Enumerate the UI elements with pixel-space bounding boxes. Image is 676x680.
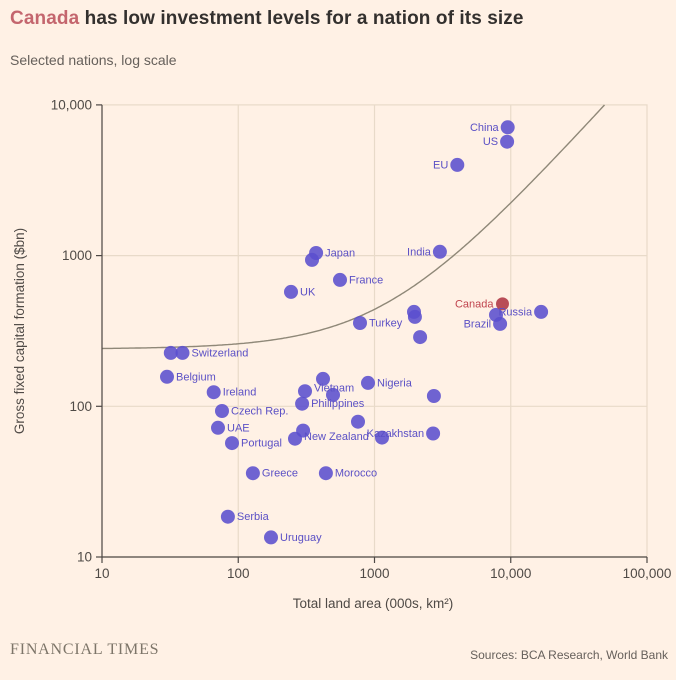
country-label-uk: UK: [300, 286, 316, 298]
chart-subtitle: Selected nations, log scale: [10, 52, 177, 68]
dot-uruguay: [264, 530, 278, 545]
chart-title: Canada has low investment levels for a n…: [10, 8, 666, 30]
country-label-canada: Canada: [455, 298, 494, 310]
y-axis-title: Gross fixed capital formation ($bn): [12, 228, 27, 434]
country-label-vietnam: Vietnam: [314, 383, 354, 395]
country-label-ireland: Ireland: [223, 387, 257, 399]
x-tick-label-100000: 100,000: [623, 566, 672, 581]
dot-switzerland: [175, 345, 190, 360]
country-label-belgium: Belgium: [176, 371, 216, 383]
x-tick-label-100: 100: [227, 566, 250, 581]
y-tick-label-10000: 10,000: [51, 97, 92, 112]
chart-header: Canada has low investment levels for a n…: [10, 8, 666, 68]
trend-line: [101, 104, 606, 350]
chart-title-rest: has low investment levels for a nation o…: [79, 8, 524, 29]
country-label-france: France: [349, 274, 383, 286]
dot-greece: [245, 466, 260, 481]
dot-belgium: [160, 369, 174, 384]
dot-kazakhstan: [426, 426, 441, 441]
country-label-kazakhstan: Kazakhstan: [367, 428, 424, 440]
dot-unlabeled-3: [407, 309, 422, 324]
dot-canada: [496, 297, 509, 311]
country-label-portugal: Portugal: [241, 438, 282, 450]
country-label-russia: Russia: [498, 306, 533, 318]
country-label-eu: EU: [433, 159, 448, 171]
dot-ireland: [206, 385, 221, 400]
y-tick-label-100: 100: [69, 399, 92, 414]
country-label-us: US: [483, 136, 498, 148]
dot-unlabeled-1: [305, 252, 319, 267]
chart-title-highlight: Canada: [10, 8, 80, 29]
dot-portugal: [225, 436, 239, 451]
dot-philippines: [295, 396, 310, 411]
country-label-uae: UAE: [227, 422, 250, 434]
x-tick-label-1000: 1000: [359, 566, 389, 581]
dot-india: [432, 244, 447, 259]
country-label-uruguay: Uruguay: [280, 532, 322, 544]
dot-unlabeled-11: [351, 414, 365, 429]
country-label-brazil: Brazil: [464, 318, 492, 330]
dot-unlabeled-10: [426, 389, 441, 403]
dot-serbia: [220, 509, 235, 524]
country-label-morocco: Morocco: [335, 468, 377, 480]
y-tick-label-1000: 1000: [62, 248, 92, 263]
country-label-india: India: [407, 246, 432, 258]
dot-unlabeled-8: [326, 387, 340, 402]
country-label-philippines: Philippines: [311, 398, 365, 410]
dot-unlabeled-5: [489, 307, 503, 322]
dot-unlabeled-9: [296, 423, 311, 438]
dot-china: [500, 120, 515, 135]
x-axis-title: Total land area (000s, km²): [293, 596, 454, 611]
dot-unlabeled-6: [163, 345, 178, 360]
dot-unlabeled-4: [413, 330, 428, 345]
country-label-turkey: Turkey: [369, 318, 403, 330]
x-tick-label-10: 10: [94, 566, 109, 581]
dot-eu: [450, 157, 465, 172]
dot-unlabeled-12: [375, 430, 389, 445]
dot-russia: [534, 304, 549, 319]
dot-morocco: [318, 466, 333, 481]
dot-uk: [284, 284, 298, 299]
country-label-czech-rep: Czech Rep.: [231, 406, 288, 418]
dot-uae: [211, 420, 225, 435]
dot-unlabeled-7: [316, 371, 330, 386]
dot-czech-rep: [215, 404, 229, 418]
dot-turkey: [353, 316, 367, 330]
dot-vietnam: [298, 384, 312, 399]
dot-nigeria: [361, 375, 375, 390]
x-tick-label-10000: 10,000: [490, 566, 531, 581]
country-label-china: China: [470, 122, 500, 134]
dot-france: [333, 272, 347, 287]
country-label-switzerland: Switzerland: [192, 347, 249, 359]
country-label-serbia: Serbia: [237, 511, 270, 523]
financial-times-logo: FINANCIAL TIMES: [10, 641, 160, 658]
dot-us: [500, 134, 515, 149]
country-label-nigeria: Nigeria: [377, 377, 413, 389]
country-label-japan: Japan: [325, 248, 355, 260]
source-note: Sources: BCA Research, World Bank: [470, 648, 668, 662]
country-label-new-zealand: New Zealand: [304, 431, 369, 443]
y-tick-label-10: 10: [77, 550, 92, 565]
country-label-greece: Greece: [262, 468, 298, 480]
